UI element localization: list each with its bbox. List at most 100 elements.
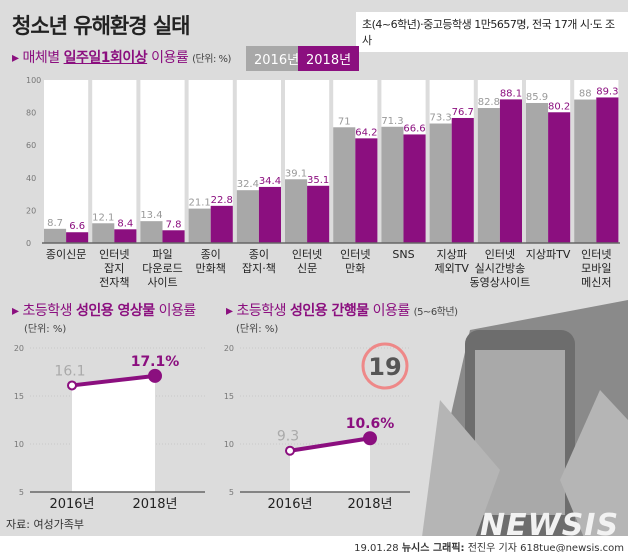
bar-2018 [210, 205, 233, 243]
bar-2018 [451, 117, 474, 243]
category-label: SNS [392, 248, 414, 261]
data-label: 89.3 [596, 86, 618, 97]
category-label: 동영상사이트 [470, 276, 531, 289]
data-label: 6.6 [69, 221, 85, 232]
legend-2018: 2018년 [298, 46, 360, 71]
column-background [44, 80, 89, 243]
page-title: 청소년 유해환경 실태 [12, 14, 191, 38]
bar-2016 [236, 190, 259, 243]
bar-2018 [258, 186, 281, 243]
data-label: 34.4 [259, 176, 281, 187]
data-label: 16.1 [54, 363, 85, 379]
y-tick-label: 15 [14, 392, 24, 401]
y-tick-label: 10 [224, 440, 234, 449]
category-label: 만화책 [196, 262, 226, 275]
area-fill [290, 438, 370, 492]
data-label: 32.4 [237, 179, 259, 190]
bar-2016 [92, 223, 115, 243]
data-label: 8.7 [47, 218, 63, 229]
data-point [67, 380, 77, 391]
phone-illustration [420, 300, 628, 552]
bar-2016 [429, 123, 452, 243]
section3-title: ▸ 초등학생 성인용 간행물 이용률 (5~6학년) [226, 303, 458, 319]
y-tick-label: 40 [26, 174, 36, 183]
y-tick-label: 15 [224, 392, 234, 401]
bar-2018 [307, 185, 330, 243]
category-label: 종이 [201, 248, 221, 261]
data-label: 71 [338, 116, 351, 127]
category-label: 메신저 [581, 276, 611, 289]
section1-title: ▸ 매체별 일주일1회이상 이용률 (단위: %) [12, 50, 231, 66]
bar-2018 [499, 99, 522, 243]
data-point [363, 431, 377, 446]
data-label: 21.1 [189, 198, 211, 209]
y-tick-label: 80 [26, 109, 36, 118]
column-background [140, 80, 185, 243]
bar-2018 [355, 138, 378, 243]
data-label: 71.3 [381, 116, 403, 127]
bar-2016 [333, 127, 356, 243]
data-label: 35.1 [307, 175, 329, 186]
svg-text:19: 19 [368, 353, 401, 381]
bar-2018 [403, 134, 426, 243]
category-label: 종이신문 [46, 248, 86, 261]
category-label: 인터넷 [581, 248, 611, 261]
data-label: 64.2 [355, 127, 377, 138]
category-label: 지상파TV [526, 248, 571, 261]
column-background [92, 80, 137, 243]
data-label: 88 [579, 89, 592, 100]
data-label: 17.1% [131, 354, 180, 370]
series-line [71, 373, 156, 388]
age-19-badge: 19 [361, 342, 409, 390]
bar-2016 [285, 179, 308, 243]
area-fill [72, 375, 155, 492]
bar-2018 [162, 230, 185, 243]
y-tick-label: 60 [26, 141, 36, 150]
category-label: 제외TV [434, 262, 469, 275]
data-point [148, 368, 162, 383]
legend-2016: 2016년 [246, 46, 308, 71]
data-label: 82.8 [478, 97, 500, 108]
category-label: 사이트 [147, 276, 177, 289]
data-label: 76.7 [452, 107, 474, 118]
data-label: 12.1 [92, 212, 114, 223]
bar-2018 [66, 232, 89, 243]
bar-2016 [44, 228, 67, 243]
section2-title: ▸ 초등학생 성인용 영상물 이용률 [12, 303, 196, 319]
bar-2016 [526, 102, 549, 243]
bar-2016 [477, 108, 500, 243]
y-tick-label: 5 [19, 488, 24, 497]
credit: 19.01.28 뉴시스 그래픽: 전진우 기자 618tue@newsis.c… [354, 543, 624, 552]
category-label: 잡지·책 [242, 262, 276, 275]
credit-bar [0, 536, 628, 552]
source: 자료: 여성가족부 [6, 518, 85, 531]
x-tick-label: 2016년 [49, 497, 94, 512]
bar-2016 [381, 126, 404, 243]
category-label: 종이 [249, 248, 269, 261]
y-tick-label: 20 [14, 344, 24, 353]
bar-2018 [114, 229, 137, 243]
y-tick-label: 10 [14, 440, 24, 449]
bar-2018 [548, 112, 571, 243]
data-label: 88.1 [500, 88, 522, 99]
data-label: 73.3 [430, 113, 452, 124]
data-label: 13.4 [140, 210, 162, 221]
data-label: 80.2 [548, 101, 570, 112]
data-label: 85.9 [526, 92, 548, 103]
data-label: 8.4 [117, 218, 133, 229]
category-label: 인터넷 [485, 248, 515, 261]
bar-2018 [596, 97, 619, 243]
category-label: 실시간방송 [475, 262, 526, 275]
y-tick-label: 5 [229, 488, 234, 497]
category-label: 잡지 [104, 262, 124, 275]
x-tick-label: 2016년 [267, 497, 312, 512]
category-label: 신문 [297, 262, 317, 275]
category-label: 다운로드 [142, 262, 182, 275]
bar-2016 [574, 99, 597, 243]
section3-unit: (단위: %) [236, 324, 279, 335]
category-label: 만화 [345, 262, 365, 275]
category-label: 인터넷 [292, 248, 322, 261]
data-label: 66.6 [403, 123, 425, 134]
